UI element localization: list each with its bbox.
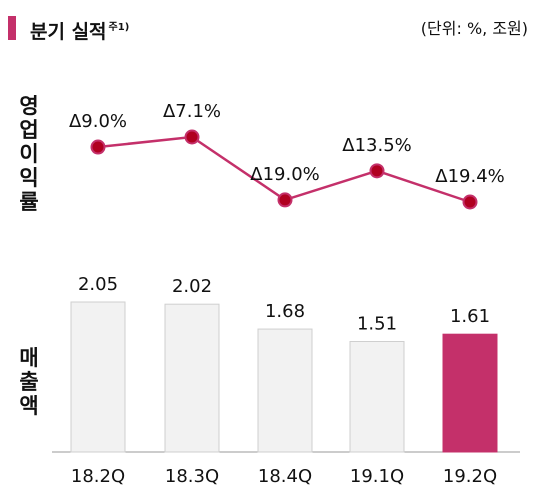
- unit-label: (단위: %, 조원): [420, 19, 528, 38]
- margin-data-label: Δ13.5%: [342, 135, 412, 156]
- margin-data-label: Δ9.0%: [69, 111, 127, 132]
- sales-label-char: 출: [19, 370, 39, 394]
- quarter-tick-label: 18.2Q: [71, 466, 125, 487]
- sales-label: 매 출 액: [14, 346, 44, 418]
- margin-point: [462, 194, 478, 210]
- header: 분기 실적 주1) (단위: %, 조원): [0, 8, 550, 48]
- profit-label-char: 률: [19, 190, 39, 214]
- sales-bar: [257, 328, 313, 453]
- profit-label-char: 익: [19, 166, 39, 190]
- quarter-tick-label: 18.4Q: [258, 466, 312, 487]
- margin-point: [369, 163, 385, 179]
- title-text: 분기 실적: [30, 21, 107, 43]
- sales-data-label: 1.61: [450, 306, 490, 327]
- title-accent-bar: [8, 16, 16, 40]
- page-title: 분기 실적 주1): [30, 16, 129, 44]
- profit-label-char: 영: [19, 94, 39, 118]
- sales-bar: [70, 301, 126, 453]
- margin-data-label: Δ7.1%: [163, 101, 221, 122]
- margin-point: [90, 139, 106, 155]
- sales-data-label: 1.51: [357, 314, 397, 335]
- sales-data-label: 1.68: [265, 301, 305, 322]
- margin-data-label: Δ19.0%: [250, 164, 320, 185]
- profit-margin-label: 영 업 이 익 률: [14, 94, 44, 214]
- margin-point: [184, 129, 200, 145]
- sales-data-label: 2.05: [78, 274, 118, 295]
- profit-label-char: 업: [19, 118, 39, 142]
- sales-bar: [349, 341, 405, 453]
- quarter-tick-label: 18.3Q: [165, 466, 219, 487]
- quarter-tick-label: 19.2Q: [443, 466, 497, 487]
- sales-label-char: 매: [19, 346, 39, 370]
- sales-bar-highlight: [442, 333, 498, 453]
- sales-label-char: 액: [19, 394, 39, 418]
- margin-point: [277, 192, 293, 208]
- quarter-tick-label: 19.1Q: [350, 466, 404, 487]
- sales-data-label: 2.02: [172, 276, 212, 297]
- title-footnote: 주1): [108, 22, 130, 33]
- profit-label-char: 이: [19, 142, 39, 166]
- margin-data-label: Δ19.4%: [435, 166, 505, 187]
- sales-bar: [164, 303, 220, 453]
